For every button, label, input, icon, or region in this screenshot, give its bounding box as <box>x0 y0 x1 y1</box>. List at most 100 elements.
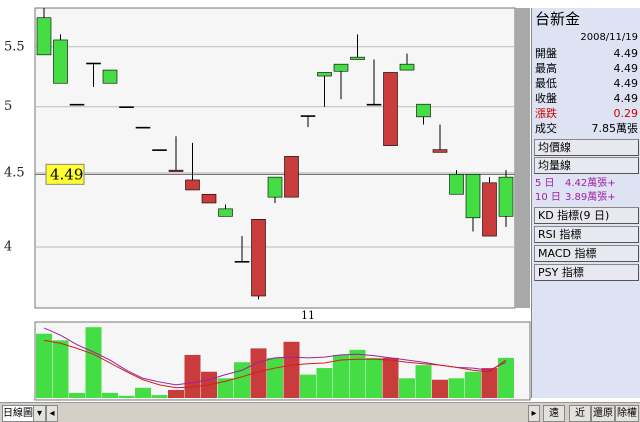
plot-area <box>34 7 516 309</box>
info-label: 開盤 <box>535 47 557 60</box>
volume-bar <box>415 365 432 398</box>
toolbar-button[interactable]: 遠 <box>543 405 565 422</box>
volume-ma-line <box>43 327 507 386</box>
info-row: 最高 4.49 <box>535 62 638 76</box>
panel-button[interactable]: RSI 指標 <box>534 226 639 243</box>
volume-bar <box>465 371 481 398</box>
candle-body <box>498 176 514 217</box>
panel-button[interactable]: 均價線 <box>534 139 639 156</box>
info-panel: 台新金 2008/11/19 開盤 4.49 最高 4.49 最低 4.49 收盤 4.49 漲跌 0… <box>531 8 640 398</box>
candle-body <box>383 72 398 146</box>
scroll-area <box>515 8 530 308</box>
candle-body <box>267 176 283 198</box>
volume-bar <box>52 340 69 398</box>
volume-bar <box>135 387 151 398</box>
panel-button[interactable]: PSY 指標 <box>534 264 639 281</box>
candle-body <box>284 156 299 198</box>
candle-body <box>152 149 167 151</box>
candle-body <box>251 219 266 297</box>
ma-label: 5 日 <box>535 178 555 189</box>
candle-body <box>86 62 101 65</box>
ma-row: 10 日 3.89萬張+ <box>535 191 638 205</box>
volume-bar <box>168 389 184 398</box>
info-label: 最低 <box>535 77 557 90</box>
volume-ma-line <box>43 339 507 389</box>
toolbar-button[interactable]: 還原 <box>591 405 615 422</box>
candle-body <box>102 69 118 84</box>
last-price-label: 4.49 <box>50 165 83 183</box>
toolbar: 日線圖 ▾ ◂ ▸ 遠近還原 除權 <box>0 402 640 422</box>
info-row: 開盤 4.49 <box>535 47 638 61</box>
info-value: 0.29 <box>613 107 639 120</box>
y-tick-label: 4 <box>4 239 12 254</box>
mode-select[interactable]: 日線圖 <box>2 405 34 422</box>
toolbar-button[interactable]: 近 <box>569 405 591 422</box>
y-tick-label: 5 <box>4 99 12 114</box>
candle-body <box>135 126 151 129</box>
stock-name: 台新金 <box>535 10 581 28</box>
candle-body <box>36 17 52 56</box>
panel-button[interactable]: KD 指標(9 日) <box>534 207 639 224</box>
candle-body <box>168 169 184 172</box>
candle-body <box>317 72 332 77</box>
info-value: 4.49 <box>613 47 639 60</box>
candle-body <box>399 63 415 71</box>
info-row: 成交 7.85萬張 <box>535 122 638 136</box>
info-value: 4.49 <box>613 92 639 105</box>
info-row: 收盤 4.49 <box>535 92 638 106</box>
candle-body <box>465 174 481 219</box>
candle-body <box>300 115 316 117</box>
candle-body <box>350 56 365 60</box>
panel-button[interactable]: MACD 指標 <box>534 245 639 262</box>
volume-bar <box>432 379 448 398</box>
candle-body <box>185 179 200 191</box>
toolbar-button[interactable]: 除權 <box>615 405 639 422</box>
candle-body <box>416 103 431 118</box>
candle-body <box>119 106 134 109</box>
volume-bar <box>267 357 283 398</box>
ma-row: 5 日 4.42萬張+ <box>535 177 638 191</box>
candle-body <box>482 182 497 237</box>
volume-bar <box>36 333 52 398</box>
volume-bar <box>349 349 366 398</box>
volume-bar <box>448 378 465 398</box>
volume-bar <box>184 354 201 398</box>
candle-body <box>449 174 464 195</box>
volume-bar <box>217 378 234 398</box>
info-row: 漲跌 0.29 <box>535 107 638 121</box>
dropdown-arrow[interactable]: ▾ <box>33 405 46 422</box>
candle-body <box>333 63 349 72</box>
ma-value: 4.42萬張+ <box>565 178 616 189</box>
scroll-left[interactable]: ◂ <box>46 405 58 422</box>
info-label: 收盤 <box>535 92 557 105</box>
volume-bar <box>498 357 514 398</box>
volume-bar <box>69 392 85 398</box>
candle-body <box>234 260 250 263</box>
chart: 4 4.5 5 5.5 11 4.49 <box>4 7 531 401</box>
volume-bar <box>151 395 168 398</box>
info-row: 最低 4.49 <box>535 77 638 91</box>
last-price-box <box>45 163 85 185</box>
y-tick-label: 4.5 <box>4 165 25 180</box>
volume-bar <box>118 395 135 398</box>
info-label: 最高 <box>535 62 557 75</box>
ma-label: 10 日 <box>535 192 561 203</box>
info-value: 7.85萬張 <box>591 122 639 135</box>
candle-body <box>201 193 217 204</box>
candle-body <box>366 103 382 106</box>
scroll-right[interactable]: ▸ <box>528 405 540 422</box>
candle-body <box>53 39 68 84</box>
volume-bar <box>481 368 498 398</box>
volume-bar <box>85 327 102 398</box>
candle-body <box>432 149 448 153</box>
volume-bar <box>382 357 399 398</box>
volume-bar <box>316 368 333 398</box>
y-tick-label: 5.5 <box>4 39 25 54</box>
info-label: 漲跌 <box>535 107 557 120</box>
info-value: 4.49 <box>613 77 639 90</box>
candle-body <box>218 208 233 217</box>
volume-bar <box>366 357 382 398</box>
panel-button[interactable]: 均量線 <box>534 157 639 174</box>
volume-bar <box>399 378 415 398</box>
